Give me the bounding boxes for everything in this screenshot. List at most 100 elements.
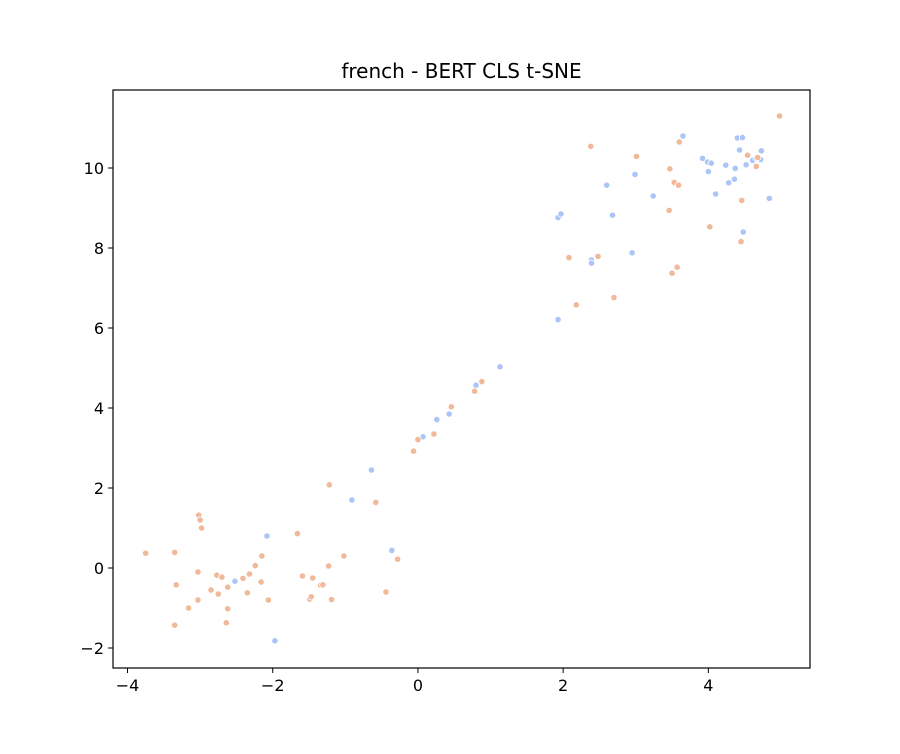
scatter-point xyxy=(264,596,272,604)
scatter-point xyxy=(172,581,180,589)
scatter-point xyxy=(197,524,206,532)
scatter-point xyxy=(572,301,580,309)
scatter-point xyxy=(327,595,336,604)
scatter-point xyxy=(258,552,266,560)
scatter-point xyxy=(587,259,596,267)
y-tick-label: 6 xyxy=(94,319,104,338)
scatter-point xyxy=(608,211,617,219)
x-tick-label: 4 xyxy=(703,676,713,695)
y-tick-label: 0 xyxy=(94,559,104,578)
scatter-point xyxy=(430,430,438,438)
scatter-point xyxy=(666,165,674,173)
scatter-point xyxy=(367,466,376,474)
scatter-point xyxy=(704,168,712,176)
scatter-point xyxy=(243,589,251,597)
scatter-point xyxy=(765,194,773,202)
scatter-point xyxy=(565,254,573,262)
scatter-point xyxy=(554,315,562,324)
x-tick-label: 0 xyxy=(413,676,423,695)
scatter-point xyxy=(752,162,760,170)
scatter-point xyxy=(447,403,455,411)
scatter-point xyxy=(742,161,750,169)
scatter-point xyxy=(319,581,327,589)
scatter-point xyxy=(433,415,441,424)
scatter-point xyxy=(271,637,279,645)
scatter-point xyxy=(735,146,744,154)
scatter-point xyxy=(184,604,193,612)
scatter-point xyxy=(738,196,746,204)
scatter-point xyxy=(224,583,232,591)
scatter-point xyxy=(245,570,254,578)
scatter-point xyxy=(738,134,747,142)
scatter-point xyxy=(674,181,683,189)
scatter-point xyxy=(325,481,333,489)
x-tick-label: −4 xyxy=(116,676,140,695)
scatter-point xyxy=(222,619,230,627)
scatter-point xyxy=(307,593,315,601)
scatter-point xyxy=(665,206,673,214)
scatter-point xyxy=(587,142,595,150)
scatter-point xyxy=(224,605,232,613)
y-tick-label: −2 xyxy=(80,639,104,658)
scatter-point xyxy=(712,190,720,198)
scatter-point xyxy=(730,175,739,183)
scatter-point xyxy=(673,263,681,271)
scatter-point xyxy=(239,574,247,583)
y-tick-label: 2 xyxy=(94,479,104,498)
scatter-point xyxy=(679,132,687,140)
scatter-point xyxy=(171,548,179,557)
scatter-point xyxy=(722,161,730,169)
scatter-point xyxy=(628,249,636,257)
scatter-point xyxy=(214,590,222,598)
scatter-point xyxy=(698,154,707,162)
scatter-point xyxy=(348,496,356,504)
scatter-point xyxy=(675,138,683,146)
scatter-point xyxy=(409,447,418,455)
scatter-point xyxy=(325,562,333,570)
scatter-point xyxy=(194,568,202,576)
scatter-point xyxy=(394,555,402,563)
chart-title: french - BERT CLS t-SNE xyxy=(341,59,581,83)
points-layer xyxy=(142,112,784,645)
scatter-point xyxy=(707,159,715,167)
scatter-point xyxy=(775,112,784,120)
scatter-point xyxy=(251,561,259,570)
scatter-point xyxy=(142,549,150,557)
y-axis: −2 0 2 4 6 8 10 xyxy=(80,159,113,658)
scatter-point xyxy=(207,586,215,594)
scatter-point xyxy=(470,387,479,395)
x-tick-label: 2 xyxy=(558,676,568,695)
scatter-point xyxy=(725,179,733,187)
scatter-point xyxy=(603,181,611,189)
scatter-point xyxy=(382,588,390,596)
scatter-point xyxy=(293,529,302,538)
scatter-point xyxy=(557,210,565,218)
y-tick-label: 4 xyxy=(94,399,104,418)
y-tick-label: 8 xyxy=(94,239,104,258)
x-axis: −4 −2 0 2 4 xyxy=(116,668,713,695)
scatter-point xyxy=(743,151,752,159)
scatter-point xyxy=(757,147,765,155)
scatter-point xyxy=(388,546,396,555)
scatter-point xyxy=(496,363,504,371)
scatter-point xyxy=(298,572,307,580)
scatter-point xyxy=(218,573,226,581)
scatter-point xyxy=(706,223,714,231)
scatter-point xyxy=(196,516,204,524)
scatter-point xyxy=(739,228,747,236)
scatter-point xyxy=(472,381,480,389)
scatter-point xyxy=(610,293,618,302)
x-tick-label: −2 xyxy=(261,676,285,695)
scatter-point xyxy=(649,192,657,200)
scatter-point xyxy=(309,574,317,582)
scatter-point xyxy=(340,552,348,560)
scatter-point xyxy=(194,596,202,604)
scatter-point xyxy=(631,170,639,178)
scatter-point xyxy=(263,532,271,540)
y-tick-label: 10 xyxy=(84,159,104,178)
scatter-point xyxy=(668,269,676,277)
scatter-point xyxy=(632,152,641,160)
